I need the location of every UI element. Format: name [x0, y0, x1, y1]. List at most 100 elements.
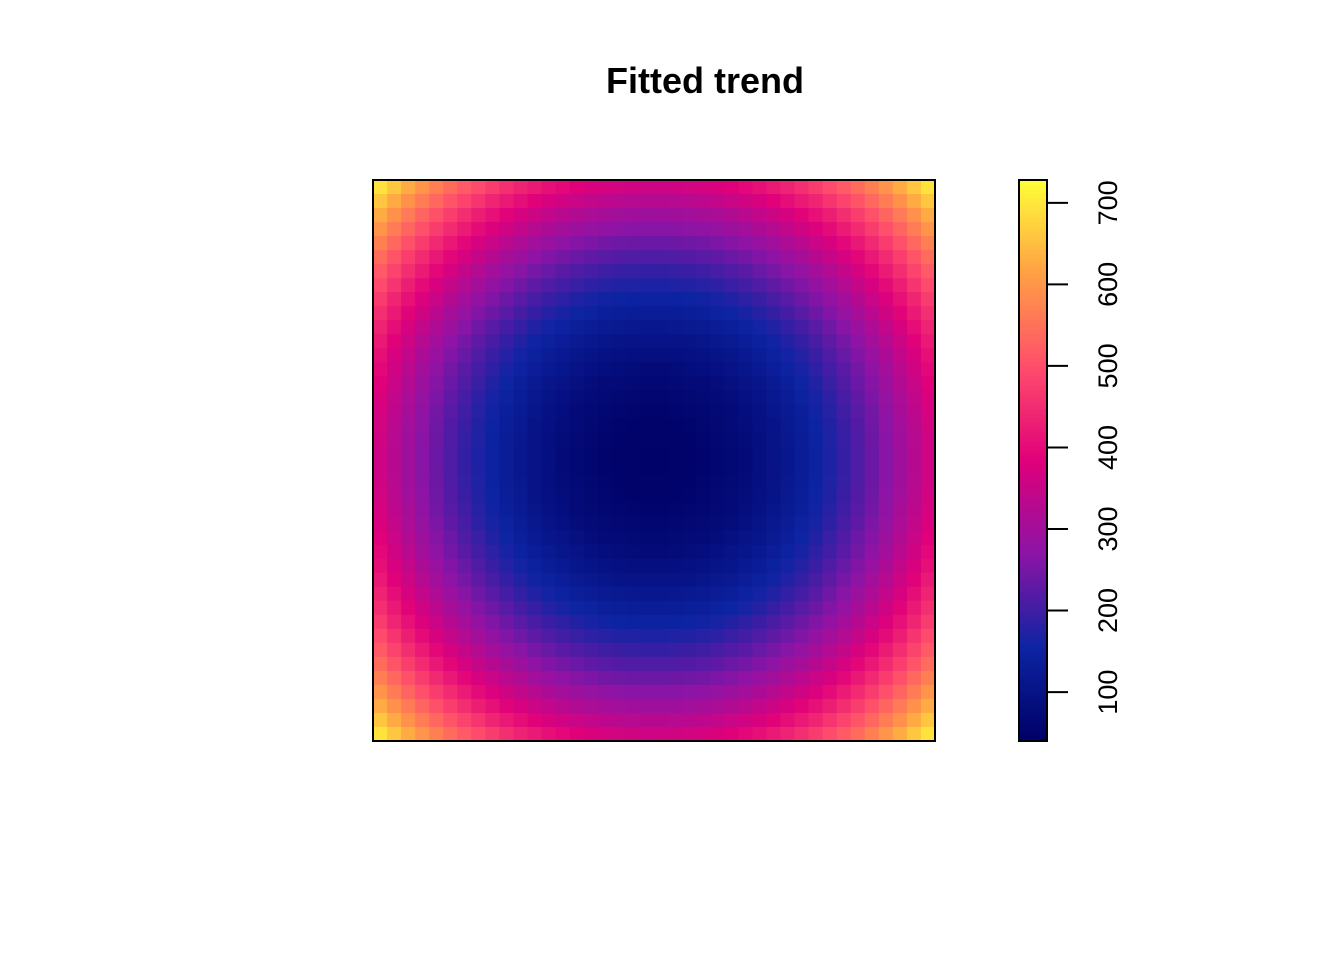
- heatmap-cell: [654, 670, 669, 686]
- heatmap-cell: [625, 404, 641, 420]
- heatmap-cell: [541, 460, 557, 476]
- heatmap-cell: [654, 418, 669, 434]
- heatmap-cell: [710, 292, 725, 307]
- heatmap-cell: [457, 404, 472, 420]
- colorbar-segment: [1019, 568, 1047, 574]
- heatmap-cell: [373, 530, 388, 546]
- heatmap-cell: [639, 642, 655, 658]
- colorbar-segment: [1019, 633, 1047, 639]
- heatmap-cell: [555, 278, 571, 293]
- heatmap-cell: [752, 614, 767, 630]
- heatmap-cell: [738, 376, 753, 391]
- heatmap-cell: [429, 558, 444, 574]
- heatmap-cell: [583, 348, 599, 363]
- heatmap-cell: [850, 670, 866, 686]
- heatmap-cell: [471, 348, 486, 363]
- heatmap-cell: [752, 586, 767, 602]
- heatmap-cell: [668, 432, 683, 448]
- heatmap-cell: [892, 432, 908, 448]
- heatmap-cell: [499, 208, 515, 223]
- heatmap-cell: [639, 712, 655, 728]
- heatmap-cell: [906, 656, 922, 672]
- heatmap-cell: [864, 600, 880, 616]
- heatmap-cell: [864, 362, 880, 377]
- heatmap-cell: [373, 446, 388, 462]
- heatmap-cell: [808, 712, 824, 728]
- heatmap-cell: [401, 628, 416, 644]
- heatmap-cell: [892, 404, 908, 420]
- heatmap-cell: [541, 390, 557, 406]
- heatmap-cell: [794, 292, 810, 307]
- heatmap-cell: [738, 278, 753, 293]
- heatmap-cell: [485, 390, 501, 406]
- heatmap-cell: [625, 516, 641, 532]
- heatmap-cell: [794, 530, 810, 546]
- heatmap-cell: [696, 502, 711, 518]
- heatmap-cell: [724, 474, 739, 490]
- heatmap-cell: [401, 348, 416, 363]
- colorbar-segment: [1019, 479, 1047, 485]
- heatmap-cell: [710, 390, 725, 406]
- heatmap-cell: [780, 614, 796, 630]
- heatmap-cell: [766, 194, 782, 209]
- heatmap-cell: [878, 502, 894, 518]
- heatmap-cell: [710, 614, 725, 630]
- heatmap-cell: [892, 614, 908, 630]
- heatmap-cell: [457, 208, 472, 223]
- heatmap-cell: [639, 264, 655, 279]
- heatmap-cell: [471, 684, 486, 700]
- heatmap-cell: [597, 306, 613, 321]
- heatmap-cell: [597, 348, 613, 363]
- heatmap-cell: [527, 250, 543, 265]
- heatmap-cell: [668, 236, 683, 251]
- colorbar-segment: [1019, 610, 1047, 616]
- colorbar-segment: [1019, 240, 1047, 247]
- heatmap-cell: [878, 376, 894, 391]
- heatmap-cell: [906, 614, 922, 630]
- colorbar-segment: [1019, 282, 1047, 289]
- heatmap-cell: [401, 516, 416, 532]
- heatmap-cell: [766, 642, 782, 658]
- heatmap-cell: [710, 278, 725, 293]
- heatmap-cell: [429, 460, 444, 476]
- heatmap-cell: [443, 698, 458, 714]
- heatmap-cell: [443, 502, 458, 518]
- heatmap-cell: [583, 698, 599, 714]
- heatmap-cell: [401, 362, 416, 377]
- heatmap-cell: [569, 712, 585, 728]
- heatmap-cell: [387, 600, 402, 616]
- heatmap-cell: [892, 474, 908, 490]
- heatmap-cell: [836, 376, 852, 391]
- heatmap-cell: [668, 278, 683, 293]
- heatmap-cell: [443, 362, 458, 377]
- heatmap-cell: [878, 600, 894, 616]
- heatmap-cell: [906, 362, 922, 377]
- heatmap-cell: [710, 460, 725, 476]
- heatmap-cell: [555, 180, 571, 195]
- heatmap-cell: [766, 600, 782, 616]
- colorbar-segment: [1019, 441, 1047, 448]
- heatmap-cell: [429, 348, 444, 363]
- heatmap-cell: [892, 488, 908, 504]
- heatmap-cell: [569, 642, 585, 658]
- heatmap-cell: [864, 306, 880, 321]
- heatmap-cell: [611, 208, 627, 223]
- heatmap-cell: [583, 712, 599, 728]
- heatmap-cell: [836, 460, 852, 476]
- colorbar-segment: [1019, 647, 1047, 653]
- heatmap-cell: [738, 320, 753, 335]
- heatmap-cell: [654, 236, 669, 251]
- heatmap-cell: [639, 446, 655, 462]
- heatmap-cell: [836, 502, 852, 518]
- heatmap-cell: [485, 600, 501, 616]
- heatmap-cell: [654, 432, 669, 448]
- heatmap-cell: [794, 432, 810, 448]
- heatmap-cell: [485, 404, 501, 420]
- heatmap-cell: [639, 586, 655, 602]
- heatmap-cell: [794, 488, 810, 504]
- heatmap-cell: [429, 180, 444, 195]
- heatmap-cell: [836, 250, 852, 265]
- heatmap-cell: [401, 376, 416, 391]
- heatmap-cell: [822, 558, 838, 574]
- heatmap-cell: [401, 264, 416, 279]
